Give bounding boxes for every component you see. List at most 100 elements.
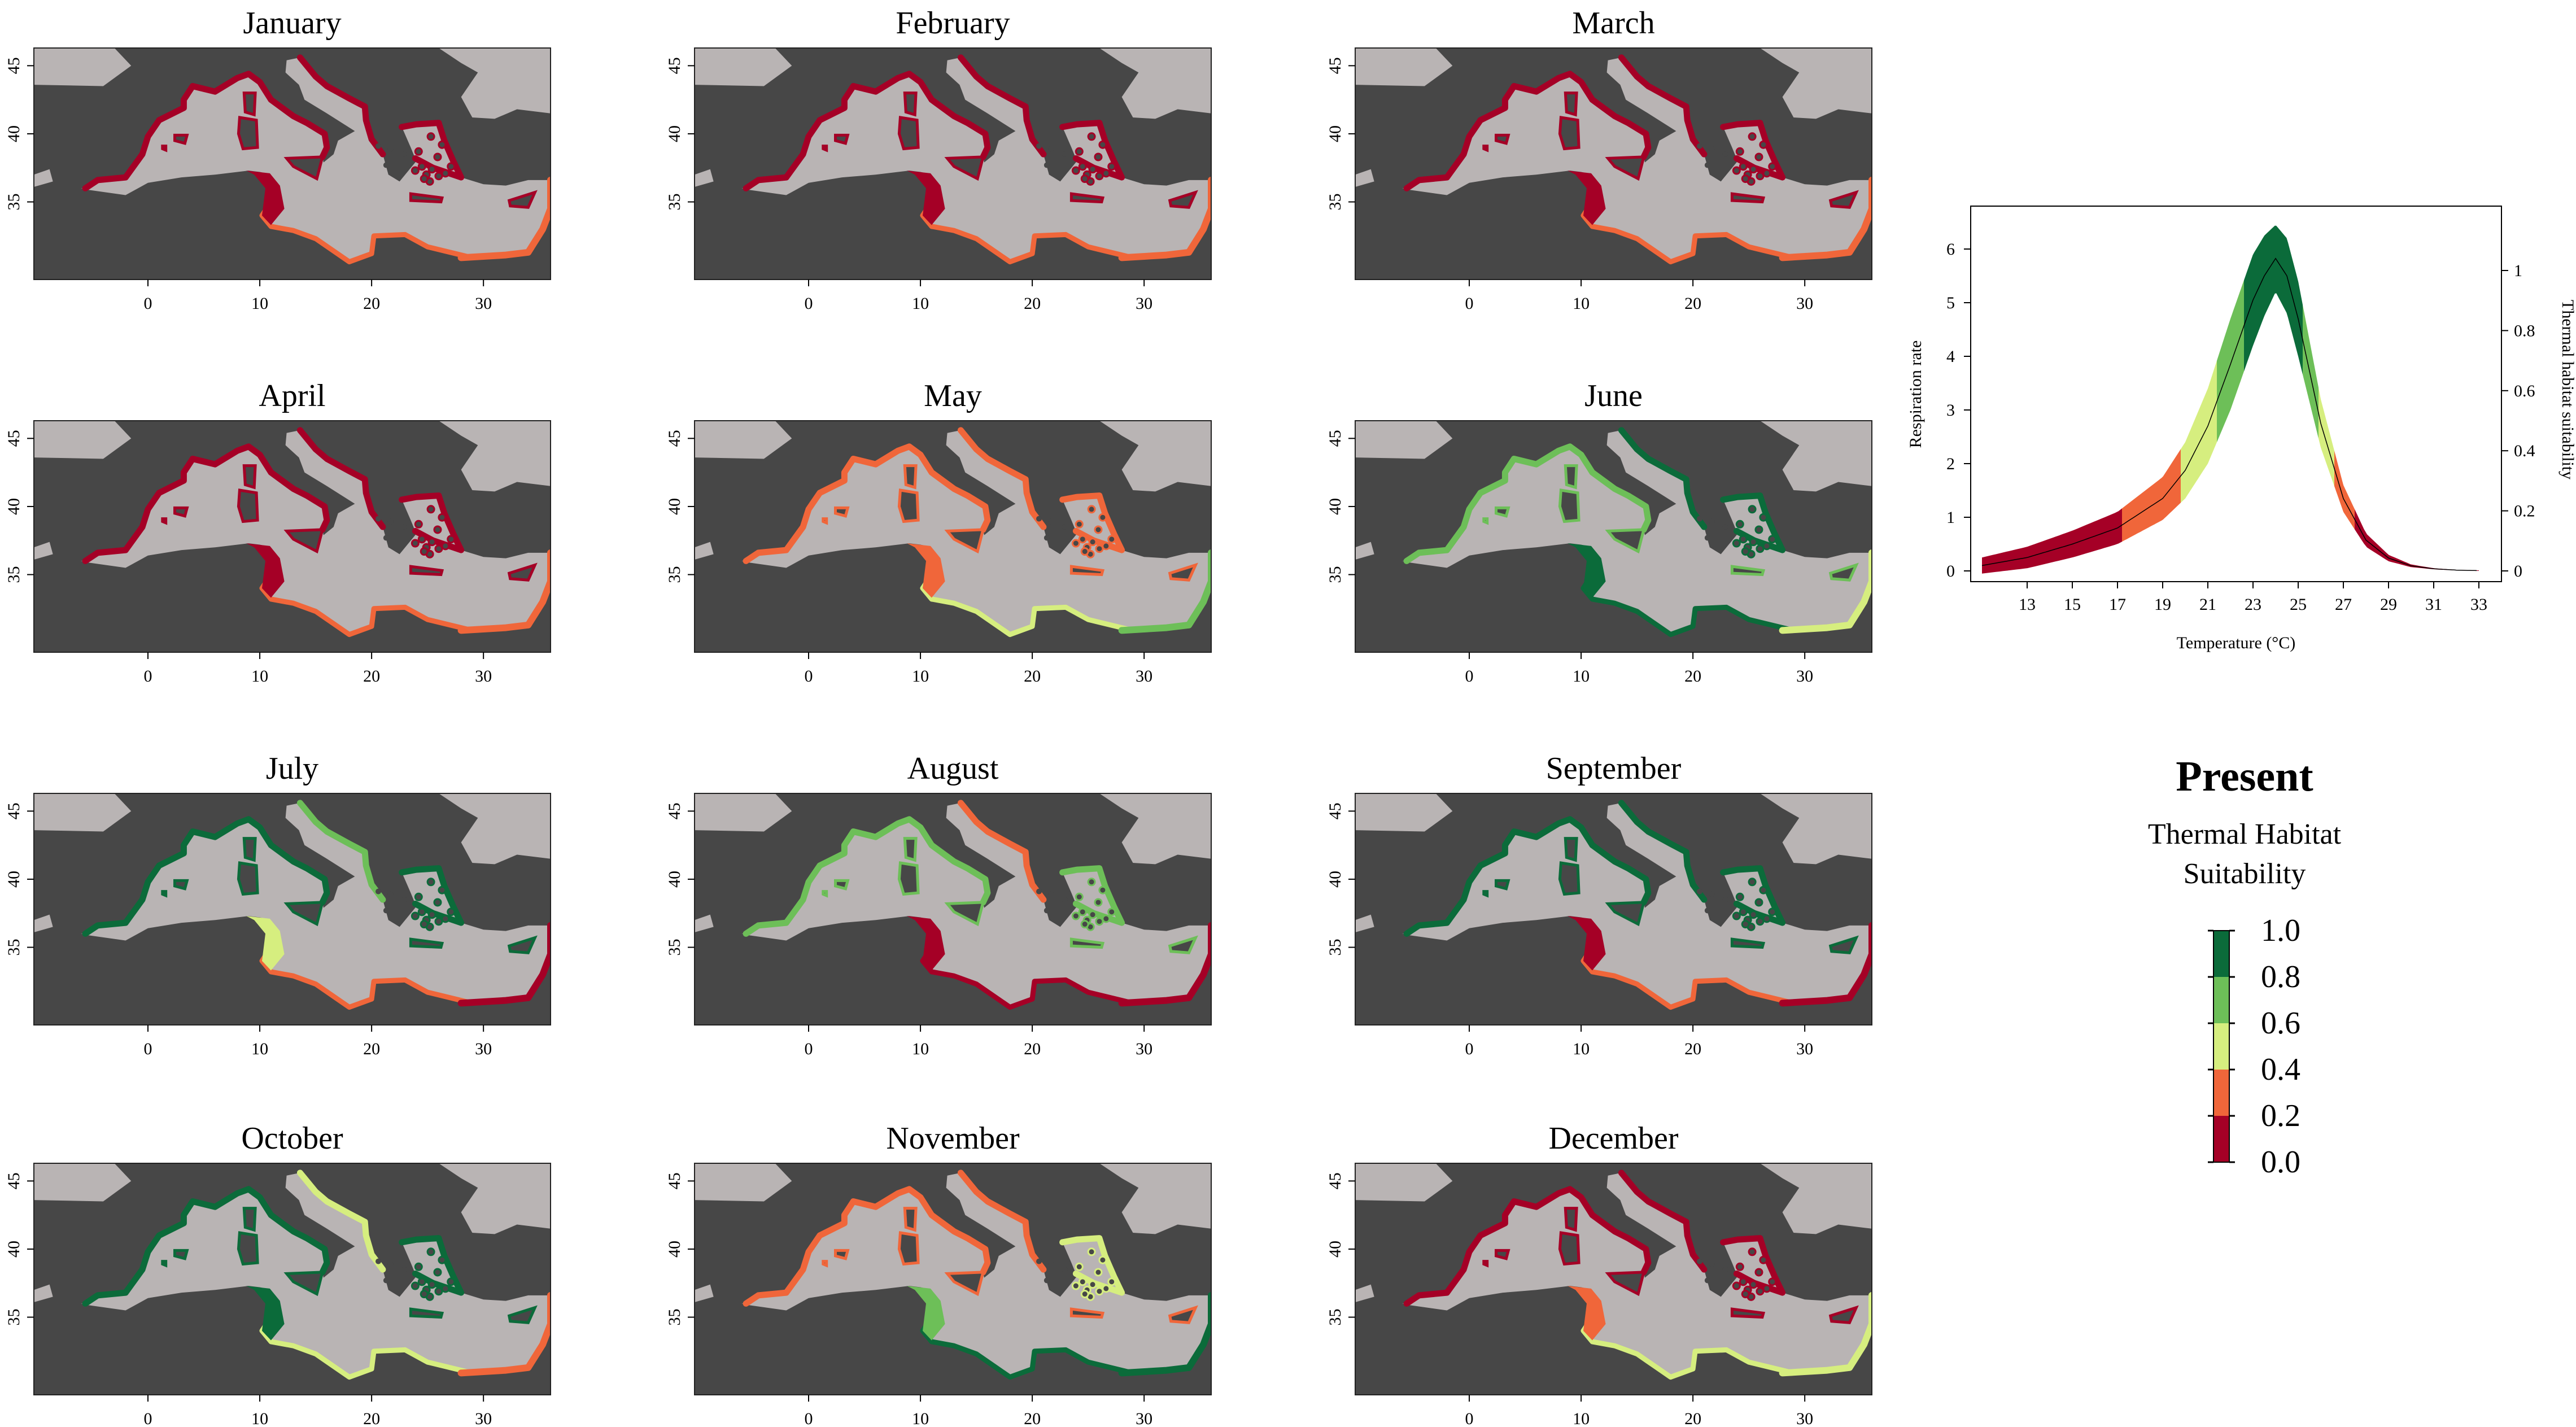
map-x-tick-label: 30 (1796, 1409, 1813, 1427)
island (242, 1207, 257, 1232)
suitability-coast-adriatic (1618, 800, 1708, 903)
island (507, 935, 538, 954)
map-layers (1355, 421, 1872, 638)
land-mass (1355, 1163, 1453, 1202)
map-layers (695, 421, 1211, 638)
aegean-island (420, 174, 429, 184)
map-panel-title: August (907, 751, 999, 786)
land-mass (1355, 48, 1453, 86)
island (283, 155, 325, 181)
map-x-tick-label: 10 (251, 294, 268, 313)
island (1558, 1231, 1580, 1266)
map-y-tick-label: 45 (1326, 1172, 1344, 1189)
island (1605, 155, 1646, 181)
island (1730, 937, 1766, 949)
aegean-island (1078, 535, 1087, 544)
island (1828, 562, 1859, 582)
map-x-tick-label: 10 (912, 1040, 929, 1058)
aegean-island (441, 542, 450, 551)
map-panel-october: October 0 10 20 30 45 40 35 (5, 1121, 551, 1427)
legend-frame (2213, 930, 2230, 1163)
map-y-tick-label: 40 (1326, 125, 1344, 142)
aegean-island (1095, 1287, 1104, 1296)
suitability-coast-southeast (1779, 922, 1872, 1007)
aegean-island (1098, 140, 1107, 149)
aegean-island (1741, 1290, 1750, 1299)
island (1482, 1260, 1489, 1268)
map-y-tick-label: 40 (5, 498, 23, 515)
land-mass (438, 421, 551, 492)
aegean-island (1768, 535, 1777, 544)
map-x-tick-label: 0 (144, 294, 152, 313)
map-panel-title: September (1546, 751, 1682, 786)
island (897, 1231, 920, 1266)
map-x-tick-label: 0 (1465, 1409, 1474, 1427)
island (897, 488, 920, 523)
map-frame (1355, 1163, 1872, 1395)
aegean-island (417, 535, 426, 544)
map-frame (694, 47, 1212, 280)
island (834, 133, 850, 145)
ionian-island (387, 518, 394, 525)
ionian-island (387, 146, 394, 152)
map-x-tick-label: 30 (1796, 294, 1813, 313)
aegean-island (420, 920, 429, 929)
ionian-island (1036, 143, 1042, 149)
ionian-island (383, 1277, 389, 1284)
island (822, 1260, 828, 1268)
map-x-tick-label: 10 (251, 1040, 268, 1058)
aegean-island (427, 910, 436, 919)
map-frame (1355, 420, 1872, 653)
legend-label: 0.4 (2261, 1052, 2300, 1087)
map-x-tick-label: 20 (363, 1409, 380, 1427)
ionian-island (1036, 1258, 1042, 1264)
chart-y2-tick-label: 0.2 (2514, 502, 2535, 521)
legend-label: 0.2 (2261, 1098, 2300, 1133)
ionian-island (1722, 897, 1728, 903)
land-mass (1759, 793, 1872, 865)
suitability-coast-adriatic (296, 427, 386, 530)
suitability-band-segments (1982, 225, 2479, 574)
suitability-shelf-tunisia (1568, 1286, 1606, 1341)
island (1730, 192, 1766, 204)
aegean-island (426, 505, 435, 514)
ionian-island (1709, 518, 1715, 525)
chart-y-tick-label: 4 (1946, 347, 1955, 366)
island (1482, 517, 1489, 525)
band-mid (2319, 387, 2334, 486)
ionian-island (1036, 516, 1042, 522)
map-y-tick-label: 40 (1326, 1241, 1344, 1258)
ionian-island (1697, 888, 1702, 894)
aegean-island (1739, 535, 1748, 544)
aegean-island (1080, 920, 1089, 929)
aegean-island (438, 140, 447, 149)
aegean-island (433, 1268, 442, 1277)
aegean-island (1071, 539, 1080, 548)
chart-x-tick-label: 33 (2470, 595, 2487, 614)
suitability-coast-northwest (82, 1186, 330, 1307)
aegean-island (1732, 166, 1741, 175)
aegean-island (434, 544, 443, 553)
land-mass (438, 793, 551, 865)
aegean-island (1735, 892, 1744, 901)
suitability-shelf-tunisia (246, 543, 285, 598)
suitability-coast-aegean (1720, 865, 1786, 926)
map-layers (1355, 48, 1872, 265)
aegean-island (447, 1277, 456, 1286)
map-y-tick-label: 35 (5, 194, 23, 211)
aegean-island (1748, 1247, 1757, 1256)
aegean-island (1749, 538, 1758, 547)
map-x-tick-label: 0 (1465, 1040, 1474, 1058)
map-x-tick-label: 20 (1024, 667, 1041, 686)
map-y-tick-label: 35 (665, 939, 684, 956)
map-x-tick-label: 10 (1573, 1040, 1590, 1058)
land-mass (438, 1163, 551, 1234)
aegean-island (1098, 885, 1107, 894)
island (834, 879, 850, 891)
aegean-island (1748, 505, 1757, 514)
island (237, 488, 259, 523)
chart-x-tick-label: 21 (2199, 595, 2216, 614)
aegean-island (1759, 1255, 1768, 1264)
figure-title: Present (2176, 753, 2313, 800)
suitability-shelf-tunisia (907, 171, 945, 225)
